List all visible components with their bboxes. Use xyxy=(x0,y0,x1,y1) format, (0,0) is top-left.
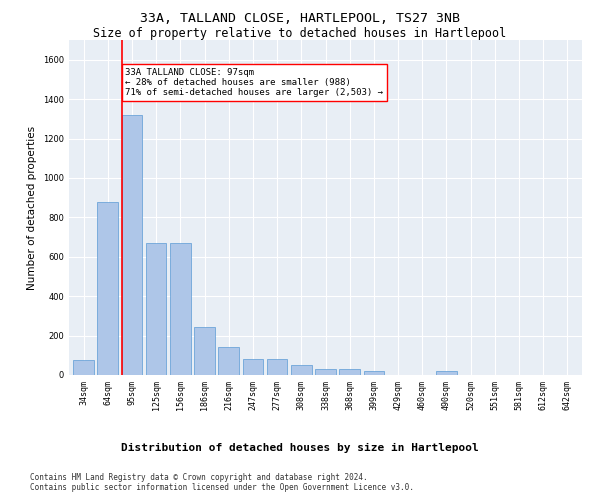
Bar xyxy=(170,243,191,375)
Text: 33A TALLAND CLOSE: 97sqm
← 28% of detached houses are smaller (988)
71% of semi-: 33A TALLAND CLOSE: 97sqm ← 28% of detach… xyxy=(125,68,383,98)
Text: Contains HM Land Registry data © Crown copyright and database right 2024.
Contai: Contains HM Land Registry data © Crown c… xyxy=(30,472,414,492)
Text: Distribution of detached houses by size in Hartlepool: Distribution of detached houses by size … xyxy=(121,442,479,452)
Bar xyxy=(364,372,384,375)
Bar xyxy=(242,359,263,375)
Bar xyxy=(267,359,287,375)
Bar xyxy=(146,243,166,375)
Bar xyxy=(73,360,94,375)
Bar xyxy=(291,365,311,375)
Bar xyxy=(218,348,239,375)
Bar xyxy=(340,370,360,375)
Bar xyxy=(97,202,118,375)
Bar xyxy=(436,372,457,375)
Bar xyxy=(194,326,215,375)
Bar xyxy=(122,115,142,375)
Bar xyxy=(315,370,336,375)
Y-axis label: Number of detached properties: Number of detached properties xyxy=(28,126,37,290)
Text: Size of property relative to detached houses in Hartlepool: Size of property relative to detached ho… xyxy=(94,28,506,40)
Text: 33A, TALLAND CLOSE, HARTLEPOOL, TS27 3NB: 33A, TALLAND CLOSE, HARTLEPOOL, TS27 3NB xyxy=(140,12,460,26)
